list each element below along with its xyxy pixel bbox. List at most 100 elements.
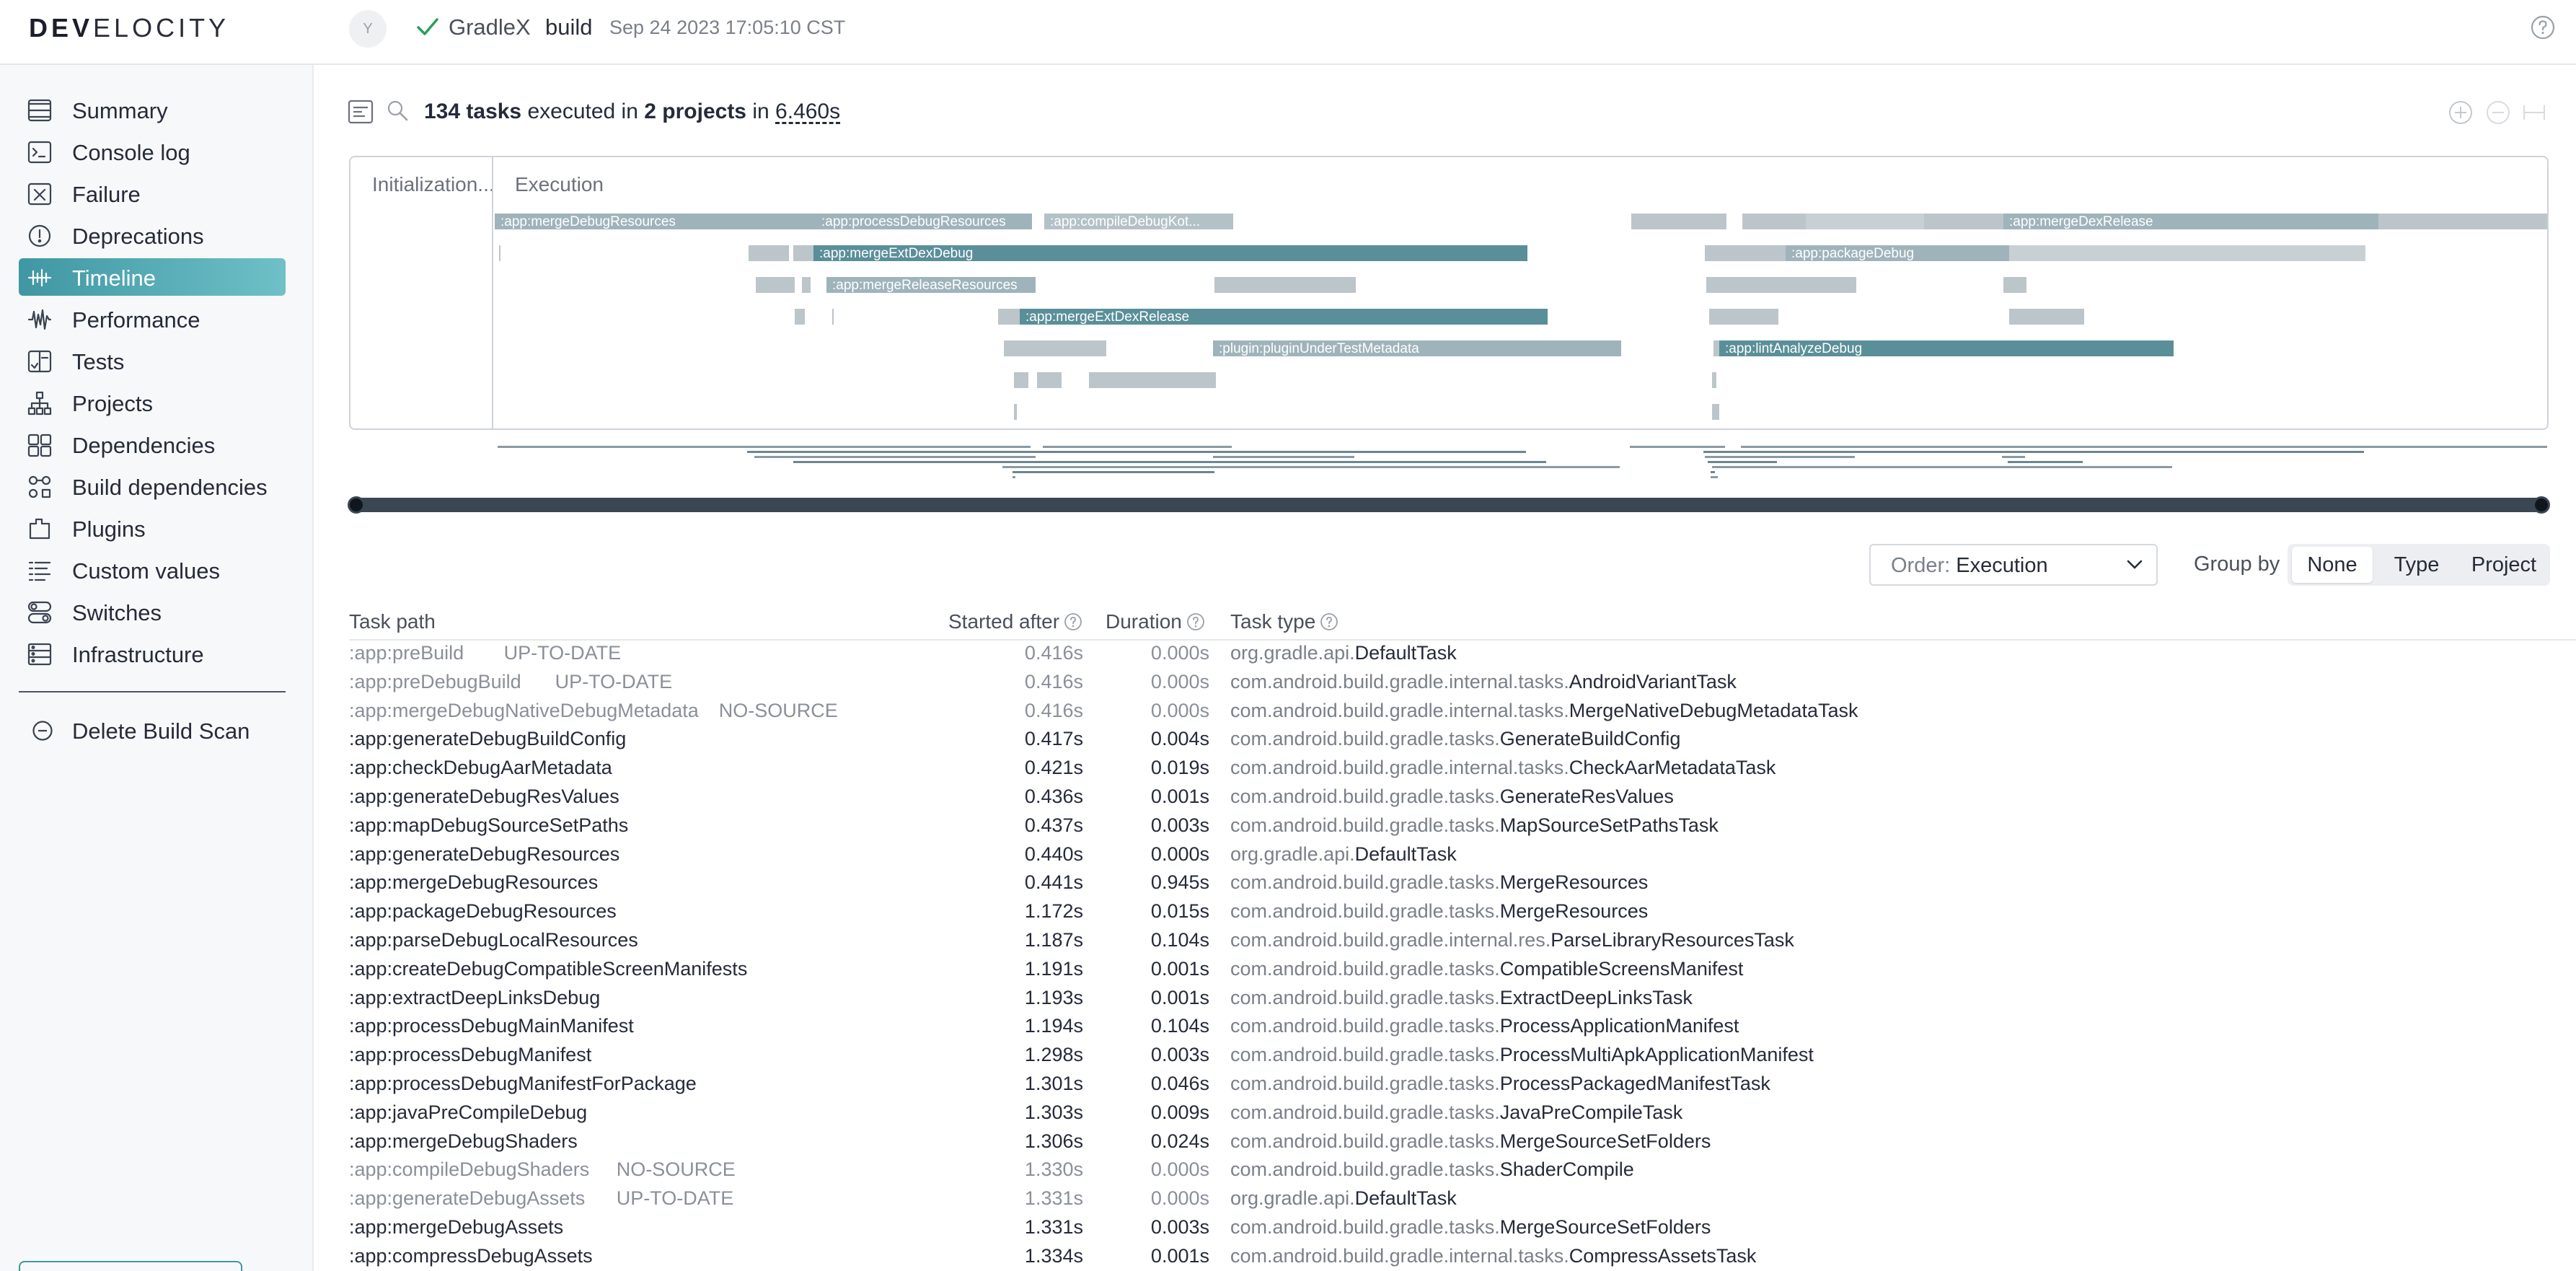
timeline-bar[interactable] — [1705, 245, 1786, 261]
task-path[interactable]: :app:mergeDebugAssets — [349, 1216, 564, 1238]
timeline-bar[interactable] — [998, 309, 1020, 325]
timeline-range-slider[interactable] — [348, 496, 2550, 514]
timeline-bar[interactable] — [1706, 277, 1856, 293]
group-type-button[interactable]: Type — [2394, 553, 2440, 576]
column-header-task-path[interactable]: Task path — [349, 610, 436, 633]
task-path[interactable]: :app:parseDebugLocalResources — [349, 929, 638, 951]
timeline-bar[interactable] — [1014, 404, 1017, 420]
task-path[interactable]: :app:compileDebugShaders — [349, 1158, 590, 1181]
table-row[interactable]: :app:generateDebugAssets UP-TO-DATE 1.331s… — [0, 1187, 2576, 1216]
zoom-out-icon[interactable] — [2485, 100, 2511, 126]
timeline-bar[interactable] — [756, 277, 795, 293]
task-list-icon[interactable] — [348, 100, 374, 124]
timeline-bar[interactable] — [1089, 372, 1216, 388]
timeline-chart[interactable]: Initialization... Execution :app:mergeDe… — [349, 156, 2549, 430]
timeline-bar[interactable] — [2003, 277, 2026, 293]
sidebar-item-performance[interactable]: Performance — [19, 300, 286, 338]
sidebar-item-plugins[interactable]: Plugins — [19, 509, 286, 547]
timeline-bar[interactable] — [1014, 372, 1028, 388]
help-icon[interactable] — [1064, 612, 1082, 631]
timeline-task-bar[interactable]: :app:mergeExtDexDebug — [813, 245, 1527, 261]
group-none-button[interactable]: None — [2292, 547, 2373, 583]
task-path[interactable]: :app:mergeDebugShaders — [349, 1130, 578, 1152]
sidebar-item-tests[interactable]: Tests — [19, 342, 286, 379]
timeline-bar[interactable] — [793, 245, 813, 261]
timeline-bar[interactable] — [2009, 309, 2084, 325]
timeline-task-bar[interactable]: :app:mergeDexRelease — [2003, 214, 2378, 229]
help-icon[interactable] — [2530, 14, 2556, 40]
timeline-bar[interactable] — [1709, 309, 1778, 325]
timeline-bar[interactable] — [1712, 372, 1716, 388]
column-header-duration[interactable]: Duration — [1106, 610, 1205, 633]
task-path[interactable]: :app:extractDeepLinksDebug — [349, 986, 601, 1008]
help-icon[interactable] — [1320, 612, 1338, 631]
group-project-button[interactable]: Project — [2471, 553, 2537, 576]
timeline-task-bar[interactable]: :app:mergeReleaseResources — [826, 277, 1036, 293]
timeline-task-bar[interactable]: :app:mergeExtDexRelease — [1020, 309, 1548, 325]
sidebar-item-build-dependencies[interactable]: Build dependencies — [19, 467, 286, 505]
table-row[interactable]: :app:mergeDebugAssets 1.331s 0.003s com.and… — [0, 1216, 2576, 1245]
help-icon[interactable] — [1186, 612, 1205, 631]
table-row[interactable]: :app:processDebugManifestForPackage 1.301… — [0, 1073, 2576, 1101]
table-row[interactable]: :app:packageDebugResources 1.172s 0.015s co… — [0, 900, 2576, 929]
table-row[interactable]: :app:compileDebugShaders NO-SOURCE 1.330s 0… — [0, 1158, 2576, 1187]
table-row[interactable]: :app:mergeDebugNativeDebugMetadata NO-SOU… — [0, 700, 2576, 729]
timeline-bar[interactable] — [1924, 214, 2003, 229]
timeline-task-bar[interactable]: :plugin:pluginUnderTestMetadata — [1213, 340, 1621, 356]
order-select[interactable]: Order: Execution — [1869, 544, 2158, 586]
sidebar-item-deprecations[interactable]: Deprecations — [19, 216, 286, 254]
task-path[interactable]: :app:createDebugCompatibleScreenManifest… — [349, 957, 748, 980]
timeline-bar[interactable] — [1631, 214, 1726, 229]
column-header-task-type[interactable]: Task type — [1230, 610, 1338, 633]
task-path[interactable]: :app:generateDebugResValues — [349, 786, 619, 807]
avatar[interactable]: Y — [349, 10, 387, 48]
timeline-bars[interactable]: :app:mergeDebugResources:app:processDebu… — [350, 157, 2549, 430]
task-path[interactable]: :app:preDebugBuild — [349, 670, 521, 692]
search-icon[interactable] — [385, 98, 410, 123]
task-path[interactable]: :app:processDebugManifest — [349, 1044, 592, 1066]
column-header-started-after[interactable]: Started after — [948, 610, 1082, 633]
timeline-bar[interactable] — [832, 309, 834, 325]
task-path[interactable]: :app:compressDebugAssets — [349, 1244, 593, 1267]
timeline-bar[interactable] — [1037, 372, 1062, 388]
sidebar-item-failure[interactable]: Failure — [19, 175, 286, 212]
timeline-task-bar[interactable]: :app:compileDebugKot... — [1044, 214, 1233, 229]
develocity-logo[interactable]: DEVELOCITY — [29, 13, 229, 43]
table-row[interactable]: :app:preDebugBuild UP-TO-DATE 0.416s 0.000s… — [0, 671, 2576, 700]
timeline-bar[interactable] — [1004, 340, 1106, 356]
timeline-minimap[interactable] — [349, 443, 2549, 486]
delete-build-scan-button[interactable]: Delete Build Scan — [19, 711, 286, 749]
task-path[interactable]: :app:generateDebugAssets — [349, 1187, 586, 1210]
timeline-bar[interactable] — [749, 245, 789, 261]
table-row[interactable]: :app:parseDebugLocalResources 1.187s 0.104… — [0, 929, 2576, 958]
table-row[interactable]: :app:preBuild UP-TO-DATE 0.416s 0.000s org.g… — [0, 642, 2576, 671]
sidebar-item-projects[interactable]: Projects — [19, 384, 286, 421]
sidebar-item-infrastructure[interactable]: Infrastructure — [19, 635, 286, 672]
sidebar-bottom-button[interactable] — [19, 1261, 242, 1271]
timeline-bar[interactable] — [1712, 404, 1719, 420]
table-row[interactable]: :app:mapDebugSourceSetPaths 0.437s 0.003s c… — [0, 814, 2576, 843]
timeline-bar[interactable] — [1214, 277, 1356, 293]
task-path[interactable]: :app:checkDebugAarMetadata — [349, 757, 612, 779]
fit-width-icon[interactable] — [2521, 100, 2547, 126]
zoom-in-icon[interactable] — [2448, 100, 2474, 126]
timeline-bar[interactable] — [1713, 340, 1719, 356]
range-start-handle[interactable] — [348, 496, 365, 514]
table-row[interactable]: :app:generateDebugBuildConfig 0.417s 0.004… — [0, 728, 2576, 757]
timeline-bar[interactable] — [802, 277, 811, 293]
timeline-bar[interactable] — [499, 245, 500, 261]
timeline-task-bar[interactable]: :app:packageDebug — [1786, 245, 2009, 261]
timeline-task-bar[interactable]: :app:mergeDebugResources — [495, 214, 816, 229]
sidebar-item-summary[interactable]: Summary — [19, 91, 286, 128]
task-path[interactable]: :app:processDebugManifestForPackage — [349, 1073, 697, 1094]
sidebar-item-dependencies[interactable]: Dependencies — [19, 426, 286, 463]
sidebar-item-console-log[interactable]: Console log — [19, 133, 286, 170]
table-row[interactable]: :app:generateDebugResValues 0.436s 0.001s c… — [0, 786, 2576, 814]
sidebar-item-timeline[interactable]: Timeline — [19, 258, 286, 296]
total-duration[interactable]: 6.460s — [775, 100, 841, 123]
task-path[interactable]: :app:generateDebugBuildConfig — [349, 728, 627, 750]
table-row[interactable]: :app:processDebugManifest 1.298s 0.003s com… — [0, 1044, 2576, 1073]
timeline-task-bar[interactable]: :app:processDebugResources — [816, 214, 1032, 229]
task-path[interactable]: :app:generateDebugResources — [349, 843, 620, 865]
table-row[interactable]: :app:createDebugCompatibleScreenManifest… — [0, 958, 2576, 987]
